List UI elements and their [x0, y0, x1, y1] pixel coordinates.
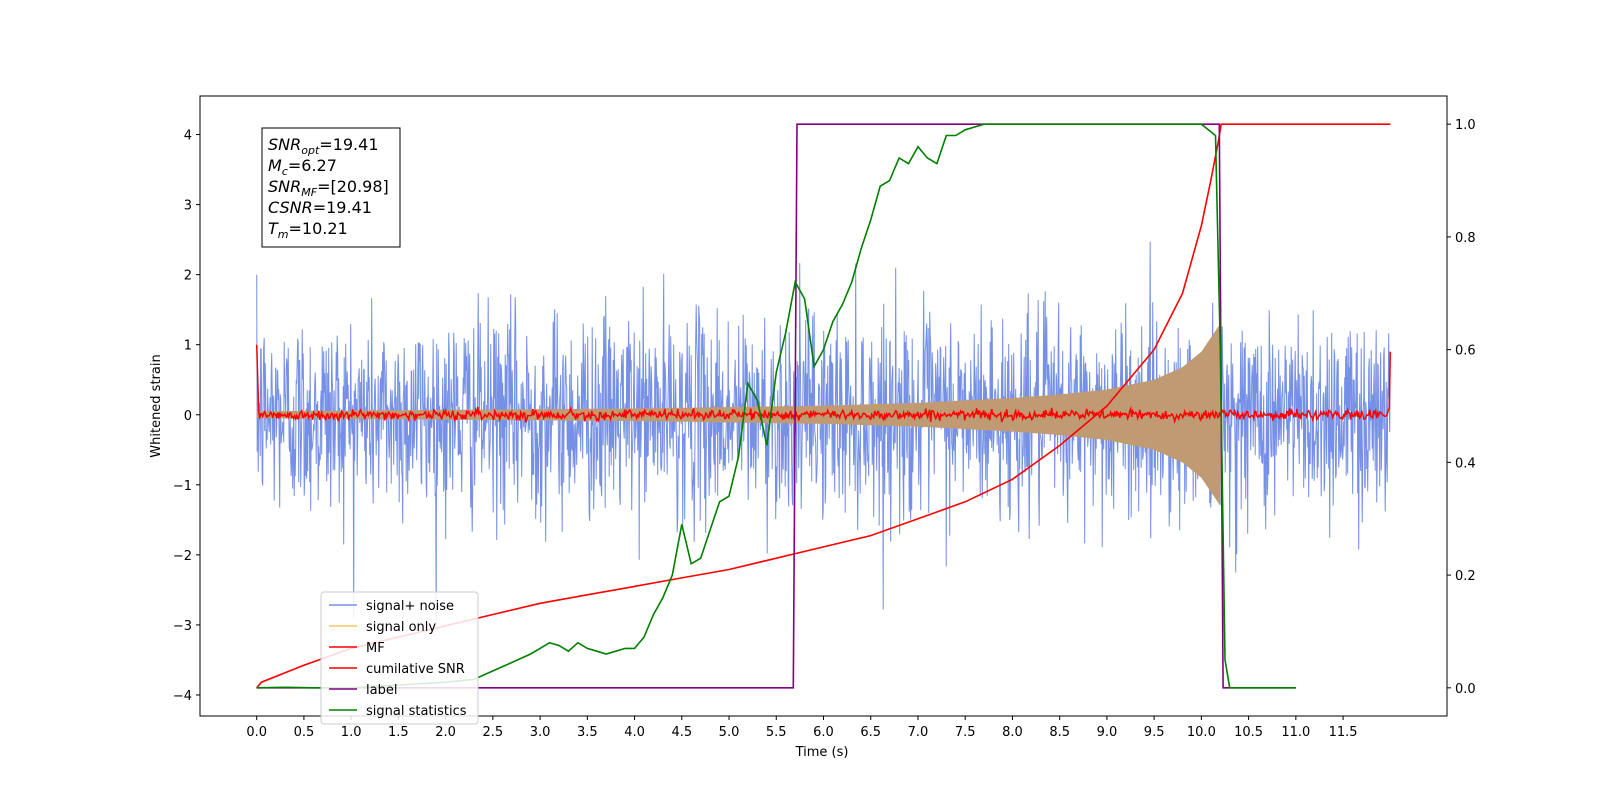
y-tick-label: 4 [184, 129, 192, 144]
annotation-line: Mc=6.27 [268, 156, 337, 178]
legend-entry: signal+ noise [329, 599, 454, 614]
annotation-line: CSNR=19.41 [268, 198, 372, 217]
series-mf [255, 344, 1392, 425]
x-tick-label: 1.5 [388, 725, 409, 740]
x-axis-label: Time (s) [795, 745, 849, 760]
legend-entry: MF [329, 641, 385, 656]
y2-tick-label: 0.2 [1455, 569, 1476, 584]
x-tick-label: 3.0 [530, 725, 551, 740]
x-tick-label: 4.5 [671, 725, 692, 740]
y2-tick-label: 0.8 [1455, 231, 1476, 246]
y-tick-label: 3 [184, 199, 192, 214]
legend-entry: cumilative SNR [329, 662, 465, 677]
legend-label: signal only [366, 620, 436, 635]
y2-axis-ticks: 1.0 0.8 0.6 0.4 0.2 0.0 [1447, 118, 1476, 697]
y-tick-label: −1 [173, 479, 192, 494]
x-tick-label: 11.0 [1281, 725, 1310, 740]
y-tick-label: 2 [184, 269, 192, 284]
legend-label: signal statistics [366, 704, 467, 719]
legend-label: label [366, 683, 397, 698]
legend: signal+ noise signal only MF cumilative SNR… [320, 591, 479, 725]
x-tick-label: 5.0 [719, 725, 740, 740]
y2-tick-label: 0.0 [1455, 682, 1476, 697]
x-tick-label: 11.5 [1329, 725, 1358, 740]
x-tick-label: 8.0 [1002, 725, 1023, 740]
x-tick-label: 0.0 [246, 725, 267, 740]
x-tick-label: 6.5 [860, 725, 881, 740]
x-tick-label: 3.5 [577, 725, 598, 740]
x-tick-label: 5.5 [766, 725, 787, 740]
legend-entry: label [329, 683, 397, 698]
x-tick-label: 9.0 [1097, 725, 1118, 740]
y-tick-label: −2 [173, 549, 192, 564]
y-tick-label: 0 [184, 409, 192, 424]
legend-label: signal+ noise [366, 599, 454, 614]
annotation-line: SNRMF=[20.98] [268, 177, 389, 199]
legend-label: MF [366, 641, 385, 656]
legend-frame [320, 591, 479, 725]
x-tick-label: 9.5 [1144, 725, 1165, 740]
x-tick-label: 10.5 [1234, 725, 1263, 740]
x-tick-label: 0.5 [294, 725, 315, 740]
x-tick-label: 7.5 [955, 725, 976, 740]
annotation-line: Tm=10.21 [268, 219, 348, 241]
x-axis-ticks: 0.0 0.5 1.0 1.5 2.0 2.5 3.0 3.5 4.0 4.5 5.0 5.5 6.0 6… [246, 716, 1358, 740]
y-tick-label: 1 [184, 339, 192, 354]
series-signal-statistics [256, 123, 1296, 689]
x-tick-label: 4.0 [624, 725, 645, 740]
x-tick-label: 10.0 [1187, 725, 1216, 740]
annotation-frame [261, 127, 401, 248]
y2-tick-label: 0.4 [1455, 456, 1476, 471]
y2-tick-label: 0.6 [1455, 344, 1476, 359]
y-tick-label: −4 [173, 689, 192, 704]
x-tick-label: 2.0 [435, 725, 456, 740]
y-axis-label: Whitened strain [149, 354, 164, 457]
x-tick-label: 2.5 [483, 725, 504, 740]
x-tick-label: 6.0 [813, 725, 834, 740]
x-tick-label: 1.0 [341, 725, 362, 740]
stats-annotation-box: SNRopt=19.41Mc=6.27SNRMF=[20.98]CSNR=19.… [261, 127, 401, 248]
annotation-line: SNRopt=19.41 [268, 135, 379, 157]
legend-entry: signal only [329, 620, 436, 635]
y-tick-label: −3 [173, 619, 192, 634]
y-axis-ticks: 4 3 2 1 0 −1 −2 −3 −4 [173, 129, 200, 704]
x-tick-label: 7.0 [908, 725, 929, 740]
y2-tick-label: 1.0 [1455, 118, 1476, 133]
legend-entry: signal statistics [329, 704, 467, 719]
x-tick-label: 8.5 [1049, 725, 1070, 740]
legend-label: cumilative SNR [366, 662, 465, 677]
